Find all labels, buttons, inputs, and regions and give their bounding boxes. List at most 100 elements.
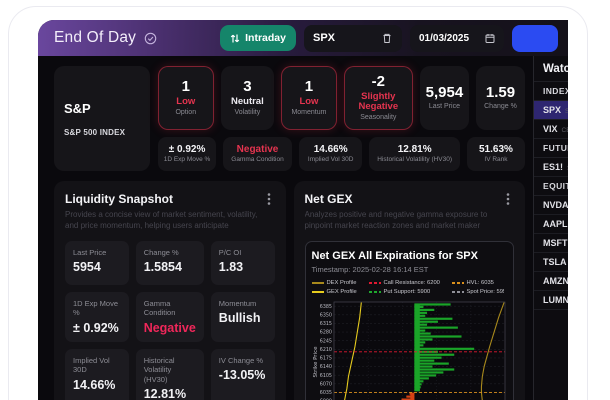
legend-label: Call Resistance: 6200 <box>383 280 440 286</box>
legend-item-gex-profile: GEX Profile <box>311 289 366 295</box>
legend-swatch <box>451 282 464 284</box>
stat-tile-last-price: Last Price 5954 <box>65 241 129 285</box>
stat-label: IV Change % <box>218 355 263 365</box>
metric-card-last-price: 5,954 Last Price <box>419 66 469 130</box>
ticker-symbol: AAPL <box>543 219 568 229</box>
ticker-subtext: S& <box>567 165 568 172</box>
net-gex-chart-card: Net GEX All Expirations for SPX Timestam… <box>304 241 514 400</box>
metric-status: Slightly Negative <box>358 91 399 113</box>
metric-card-momentum: 1 Low Momentum <box>281 66 337 130</box>
primary-action-button[interactable] <box>512 24 558 52</box>
metric-status: Neutral <box>231 96 264 108</box>
watchlist-item-tsla[interactable]: TSLAT <box>534 253 568 272</box>
intraday-toggle-button[interactable]: Intraday <box>220 25 296 51</box>
metric-label: 1D Exp Move % <box>163 155 211 163</box>
legend-item-hvl-6035: HVL: 6035 <box>451 280 504 286</box>
app-window: End Of Day Intraday SPX 01/03/2025 <box>38 20 568 400</box>
ticker-input[interactable]: SPX <box>304 24 402 52</box>
ticker-symbol: ES1! <box>543 162 564 172</box>
stat-tile-1d-exp-move: 1D Exp Move % ± 0.92% <box>65 292 129 342</box>
metric-value: -2 <box>371 73 385 91</box>
watchlist-item-aapl[interactable]: AAPLA <box>534 215 568 234</box>
stat-label: Gamma Condition <box>143 299 176 318</box>
primary-metrics-row: 1 Low Option 3 Neutral Volatility 1 Low Momentum… <box>158 66 525 130</box>
net-gex-panel-description: Analyzes positive and negative gamma exp… <box>304 210 488 231</box>
stat-tile-iv-change: IV Change % -13.05% <box>210 348 275 400</box>
ticker-symbol: VIX <box>543 124 558 134</box>
chart-title: Net GEX All Expirations for SPX <box>311 250 478 262</box>
watchlist-item-nvda[interactable]: NVDA <box>534 196 568 215</box>
date-picker[interactable]: 01/03/2025 <box>410 24 504 52</box>
metric-value: 12.81% <box>397 143 432 155</box>
stat-label: Last Price <box>73 248 107 257</box>
secondary-metrics-row: ± 0.92% 1D Exp Move % Negative Gamma Condit… <box>158 137 525 171</box>
stat-value: 12.81% <box>143 386 187 400</box>
legend-item-spot-price-5953: Spot Price: 5953 <box>451 289 504 295</box>
metric-label: Seasonality <box>360 114 397 121</box>
stat-label: P/C OI <box>218 248 242 257</box>
outer-container-border <box>8 6 588 400</box>
trash-icon[interactable] <box>381 32 393 45</box>
net-gex-panel-title: Net GEX <box>304 192 353 206</box>
symbol-card: S&P S&P 500 INDEX <box>54 66 150 171</box>
metrics-grid: 1 Low Option 3 Neutral Volatility 1 Low Momentum… <box>158 66 525 171</box>
liquidity-snapshot-panel: Liquidity Snapshot Provides a concise vi… <box>54 181 286 400</box>
liquidity-panel-header: Liquidity Snapshot <box>65 192 275 206</box>
watchlist-item-msft[interactable]: MSFT <box>534 234 568 253</box>
watchlist-section-index: INDEX <box>534 82 568 101</box>
watchlist-sidebar: Watchlist INDEXSPXS&VIXCBOFUTURESES1!S&E… <box>533 56 568 400</box>
ticker-symbol: TSLA <box>543 257 567 267</box>
legend-swatch <box>368 282 381 284</box>
stat-value: 5954 <box>73 260 101 275</box>
legend-swatch <box>506 289 507 295</box>
legend-label: HVL: 6035 <box>466 280 494 286</box>
symbol-name: S&P 500 INDEX <box>64 127 126 137</box>
metric-label: Change % <box>484 103 517 111</box>
net-gex-panel-header: Net GEX <box>305 192 515 206</box>
legend-swatch <box>506 280 507 286</box>
date-value: 01/03/2025 <box>419 32 470 44</box>
liquidity-stats-grid: Last Price 5954 Change % 1.5854 P/C OI 1.83 1D… <box>65 241 275 400</box>
metric-card-change: 1.59 Change % <box>475 66 525 130</box>
stat-tile-gamma-condition: Gamma Condition Negative <box>135 292 204 342</box>
stat-tile-implied-vol-30d: Implied Vol 30D 14.66% <box>65 348 129 400</box>
ticker-value: SPX <box>313 32 336 44</box>
watchlist-item-amzn[interactable]: AMZN <box>534 272 568 291</box>
ticker-subtext: CBO <box>561 127 568 134</box>
top-bar: End Of Day Intraday SPX 01/03/2025 <box>38 20 568 56</box>
stat-value: 1.5854 <box>143 260 182 275</box>
page-title: End Of Day <box>54 29 137 46</box>
watchlist-section-equity: EQUITY <box>534 177 568 196</box>
symbol-ticker: S&P <box>64 100 91 116</box>
svg-text:6280: 6280 <box>319 330 331 336</box>
kebab-menu-icon[interactable] <box>502 192 514 206</box>
metric-value: 3 <box>243 78 252 96</box>
calendar-icon <box>485 33 495 44</box>
panels-row: Liquidity Snapshot Provides a concise vi… <box>54 181 525 400</box>
legend-item-positive-gex: Positive GEX <box>506 280 507 286</box>
stat-label: 1D Exp Move % <box>73 299 119 318</box>
stat-label: Historical Volatility (HV30) <box>143 355 175 384</box>
watchlist-item-vix[interactable]: VIXCBO <box>534 120 568 139</box>
kebab-menu-icon[interactable] <box>263 192 275 206</box>
ticker-symbol: AMZN <box>543 276 568 286</box>
legend-item-negative-gex: Negative GEX <box>506 289 507 295</box>
svg-text:6210: 6210 <box>319 347 331 353</box>
legend-label: Spot Price: 5953 <box>466 289 504 295</box>
metric-value: 14.66% <box>313 143 348 155</box>
overview-metrics: S&P S&P 500 INDEX 1 Low Option 3 Neutral Vola… <box>54 66 525 171</box>
watchlist-body: INDEXSPXS&VIXCBOFUTURESES1!S&EQUITYNVDAA… <box>534 82 568 310</box>
svg-text:6105: 6105 <box>319 373 331 379</box>
stat-value: -13.05% <box>218 368 266 383</box>
watchlist-item-es1[interactable]: ES1!S& <box>534 158 568 177</box>
legend-item-dex-profile: DEX Profile <box>311 280 366 286</box>
check-circle-icon <box>144 32 157 45</box>
liquidity-panel-title: Liquidity Snapshot <box>65 192 173 206</box>
stat-label: Change % <box>143 248 179 257</box>
watchlist-item-lumn[interactable]: LUMN <box>534 291 568 310</box>
metric-label: Gamma Condition <box>231 155 284 163</box>
legend-item-call-resistance-6200: Call Resistance: 6200 <box>368 280 449 286</box>
intraday-label: Intraday <box>245 32 286 44</box>
